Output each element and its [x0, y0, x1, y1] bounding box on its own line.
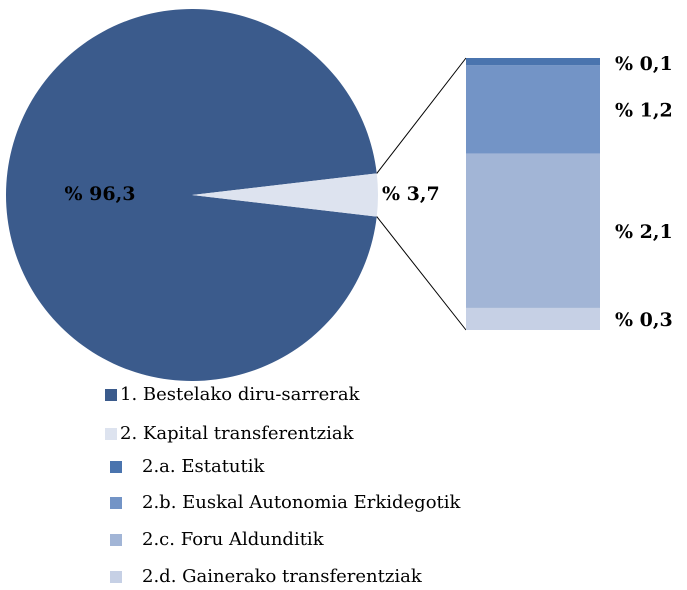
- bar-segment: [466, 65, 600, 154]
- bar-segment: [466, 58, 600, 66]
- legend-label: 2. Kapital transferentziak: [120, 423, 355, 444]
- legend-label: 2.c. Foru Aldunditik: [142, 529, 325, 550]
- bar-segment: [466, 153, 600, 308]
- connector: [376, 57, 467, 174]
- legend-swatch: [110, 534, 122, 546]
- legend-label: 2.d. Gainerako transferentziak: [142, 566, 423, 587]
- data-label: % 0,3: [615, 309, 673, 331]
- legend-swatch: [105, 428, 117, 440]
- data-label: % 1,2: [615, 99, 673, 121]
- data-label: % 2,1: [615, 221, 673, 243]
- legend-label: 2.b. Euskal Autonomia Erkidegotik: [142, 492, 462, 513]
- connector: [376, 216, 467, 331]
- legend-label: 2.a. Estatutik: [142, 456, 266, 477]
- legend-swatch: [110, 497, 122, 509]
- legend-swatch: [110, 571, 122, 583]
- data-label: % 3,7: [382, 183, 440, 205]
- legend-swatch: [110, 461, 122, 473]
- pie-slice: [192, 173, 379, 217]
- data-label: % 0,1: [615, 53, 673, 75]
- legend-label: 1. Bestelako diru-sarrerak: [120, 384, 361, 405]
- bar-segment: [466, 307, 600, 330]
- legend-swatch: [105, 389, 117, 401]
- data-label: % 96,3: [65, 183, 136, 205]
- pie-slice: [5, 8, 377, 381]
